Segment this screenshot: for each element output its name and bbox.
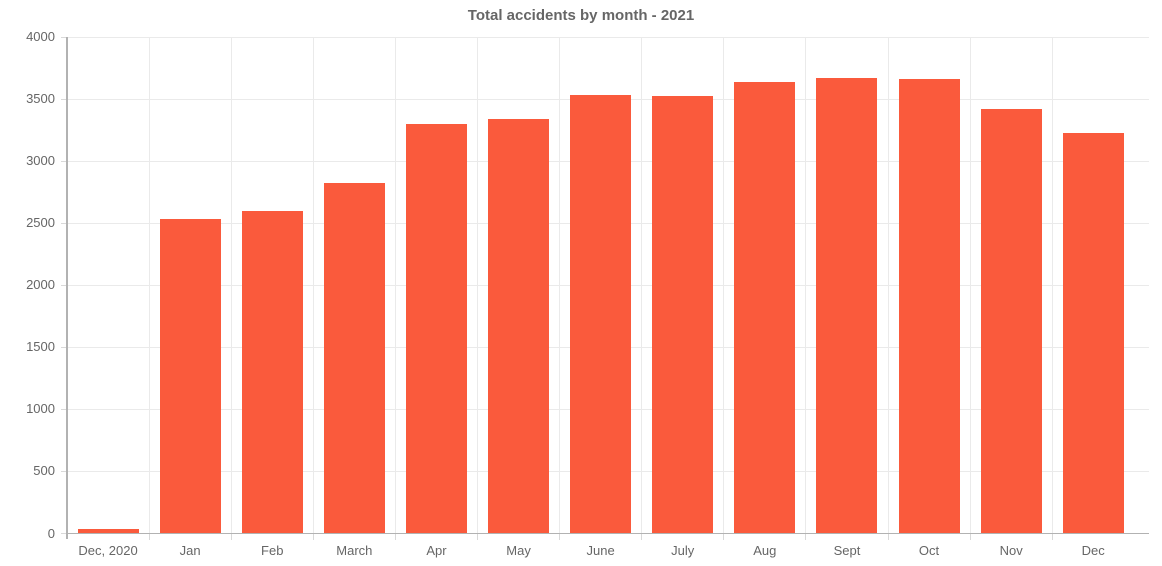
bar-oct[interactable] <box>898 79 960 534</box>
x-tick-label: June <box>586 542 615 558</box>
bar-sept[interactable] <box>816 77 878 534</box>
bar-july[interactable] <box>652 95 714 534</box>
y-tick-label: 3500 <box>26 91 55 107</box>
y-tick-label: 0 <box>47 525 55 541</box>
x-axis-line <box>67 532 1149 535</box>
x-tick <box>887 533 889 540</box>
y-axis-line <box>66 37 68 540</box>
y-tick <box>60 346 67 348</box>
x-tick <box>805 533 807 540</box>
x-tick-label: Oct <box>918 542 940 558</box>
x-gridline <box>559 37 561 534</box>
bar-aug[interactable] <box>734 81 796 534</box>
chart-title: Total accidents by month - 2021 <box>467 7 695 24</box>
x-tick <box>641 533 643 540</box>
bar-june[interactable] <box>570 94 632 534</box>
y-tick <box>60 533 67 534</box>
x-tick-label: May <box>506 542 531 558</box>
x-tick-label: Aug <box>753 542 777 558</box>
y-tick <box>60 36 67 38</box>
x-tick-label: Feb <box>261 542 284 558</box>
x-gridline <box>641 37 643 534</box>
x-tick <box>723 533 725 540</box>
y-tick-label: 500 <box>33 463 55 479</box>
x-gridline <box>1051 37 1053 534</box>
bar-jan[interactable] <box>159 219 221 534</box>
y-tick <box>60 470 67 472</box>
y-tick <box>60 284 67 286</box>
x-gridline <box>887 37 889 534</box>
x-gridline <box>805 37 807 534</box>
x-tick <box>230 533 232 540</box>
y-tick <box>60 222 67 224</box>
x-tick-label: Dec, 2020 <box>78 542 138 558</box>
x-tick-label: Apr <box>426 542 447 558</box>
x-tick <box>1051 533 1053 540</box>
x-gridline <box>477 37 478 534</box>
x-tick-label: Jan <box>179 542 201 558</box>
x-tick <box>969 533 971 540</box>
bar-may[interactable] <box>488 119 550 534</box>
x-gridline <box>969 37 971 534</box>
x-tick-label: Sept <box>833 542 861 558</box>
y-tick-label: 4000 <box>26 29 55 45</box>
y-gridline <box>67 36 1149 38</box>
y-tick <box>60 408 67 410</box>
bar-dec[interactable] <box>1062 133 1124 534</box>
x-tick-label: March <box>336 542 373 558</box>
y-tick-label: 3000 <box>26 153 55 169</box>
y-tick-label: 2000 <box>26 277 55 293</box>
x-gridline <box>723 37 725 534</box>
y-tick-label: 1500 <box>26 339 55 355</box>
x-tick <box>148 533 150 540</box>
x-tick <box>312 533 314 540</box>
x-tick-label: July <box>671 542 695 558</box>
x-tick-label: Dec <box>1081 542 1105 558</box>
x-gridline <box>230 37 232 534</box>
x-tick <box>559 533 561 540</box>
bar-feb[interactable] <box>241 210 303 534</box>
bar-dec-2020[interactable] <box>77 528 139 534</box>
bar-apr[interactable] <box>405 124 467 534</box>
x-gridline <box>148 37 150 534</box>
x-gridline <box>312 37 314 534</box>
x-tick <box>477 533 478 540</box>
x-tick-label: Nov <box>999 542 1023 558</box>
x-gridline <box>394 37 396 534</box>
x-tick <box>394 533 396 540</box>
bar-nov[interactable] <box>980 109 1042 534</box>
bar-march[interactable] <box>323 183 385 534</box>
y-tick <box>60 98 67 100</box>
y-tick-label: 1000 <box>26 401 55 417</box>
y-tick-label: 2500 <box>26 215 55 231</box>
y-tick <box>60 160 67 162</box>
